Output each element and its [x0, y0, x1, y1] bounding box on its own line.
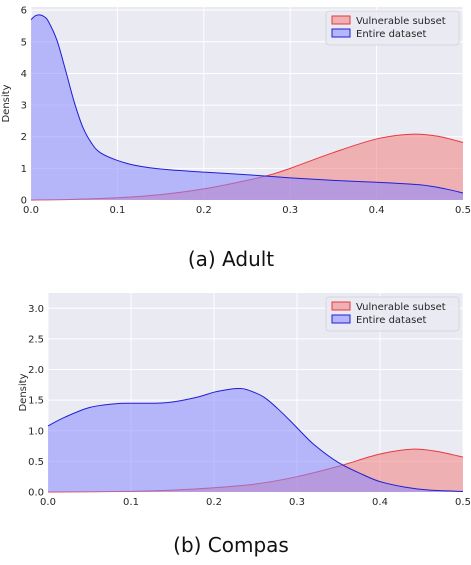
- x-tick-label: 0.0: [40, 497, 56, 508]
- area-entire-dataset: [31, 14, 463, 201]
- x-tick-label: 0.0: [23, 205, 39, 216]
- y-tick-label: 5: [21, 37, 27, 48]
- x-tick-label: 0.5: [455, 205, 471, 216]
- y-tick-label: 0.5: [28, 457, 44, 468]
- x-tick-label: 0.2: [206, 497, 222, 508]
- caption-compas: (b) Compas: [173, 533, 289, 557]
- chart-compas: 0.0 0.1 0.2 0.3 0.4 0.5 0.0 0.5 1.0 1.5 2.0 2.5 3.0 D…: [18, 293, 471, 508]
- x-tick-label: 0.4: [369, 205, 385, 216]
- y-tick-label: 1: [21, 164, 27, 175]
- line-entire-dataset: [47, 387, 464, 492]
- y-axis-label: Density: [18, 373, 29, 411]
- y-axis-label: Density: [1, 84, 12, 122]
- legend-swatch-entire-dataset: [331, 314, 351, 324]
- legend-label-entire-dataset: Entire dataset: [356, 29, 426, 40]
- x-tick-label: 0.3: [289, 497, 305, 508]
- legend-label-vulnerable-subset: Vulnerable subset: [356, 302, 446, 313]
- y-tick-label: 3.0: [28, 304, 44, 315]
- legend-label-vulnerable-subset: Vulnerable subset: [356, 16, 446, 27]
- x-tick-label: 0.2: [196, 205, 212, 216]
- legend-swatch-entire-dataset: [331, 28, 351, 38]
- y-tick-label: 2.0: [28, 365, 44, 376]
- y-tick-label: 4: [21, 69, 27, 80]
- caption-adult: (a) Adult: [188, 247, 274, 271]
- legend-swatch-vulnerable-subset: [331, 15, 351, 25]
- y-tick-label: 1.0: [28, 426, 44, 437]
- x-tick-label: 0.1: [109, 205, 125, 216]
- y-tick-label: 0.0: [28, 488, 44, 499]
- y-tick-label: 1.5: [28, 396, 44, 407]
- x-tick-label: 0.5: [455, 497, 471, 508]
- chart-adult: 0.0 0.1 0.2 0.3 0.4 0.5 0 1 2 3 4 5 6 Density Vulnerab…: [1, 6, 471, 216]
- y-tick-label: 6: [21, 6, 27, 17]
- line-entire-dataset: [30, 14, 464, 194]
- legend: [325, 296, 460, 332]
- y-tick-label: 0: [21, 196, 27, 207]
- x-tick-label: 0.1: [123, 497, 139, 508]
- y-tick-label: 3: [21, 101, 27, 112]
- area-entire-dataset: [48, 388, 463, 492]
- legend: [325, 10, 460, 46]
- legend-label-entire-dataset: Entire dataset: [356, 315, 426, 326]
- x-tick-label: 0.4: [372, 497, 388, 508]
- x-tick-label: 0.3: [282, 205, 298, 216]
- legend-swatch-vulnerable-subset: [331, 301, 351, 311]
- y-tick-label: 2: [21, 132, 27, 143]
- y-tick-label: 2.5: [28, 334, 44, 345]
